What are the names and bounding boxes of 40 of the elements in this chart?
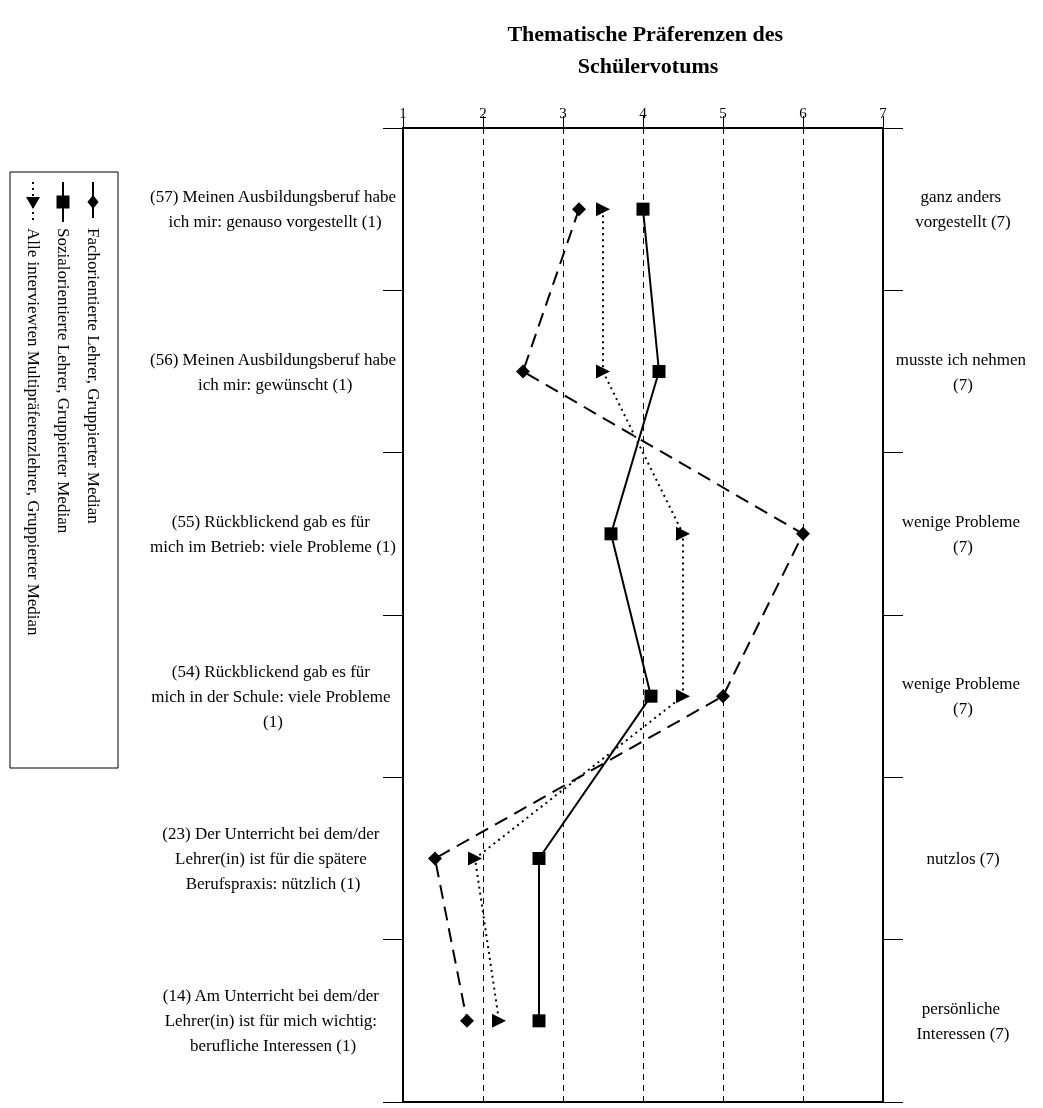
point — [796, 526, 810, 541]
point — [644, 689, 658, 703]
point — [636, 202, 650, 216]
point — [428, 851, 442, 866]
point — [604, 527, 618, 541]
y2-tick-label: wenige Probleme (7) — [901, 674, 1025, 719]
x-tick-label: 4 — [639, 104, 648, 121]
x-tick-label: 6 — [799, 104, 808, 121]
point — [596, 202, 610, 217]
point — [596, 364, 610, 379]
point — [468, 851, 482, 866]
point — [652, 365, 666, 378]
point — [492, 1013, 506, 1028]
x-tick-label: 2 — [479, 104, 487, 121]
x-tick-label: 7 — [879, 104, 888, 121]
y2-tick-label: persönliche Interessen (7) — [916, 998, 1010, 1043]
y2-tick-label: wenige Probleme (7) — [901, 511, 1025, 556]
point — [532, 1014, 546, 1028]
x-tick-label: 5 — [719, 104, 727, 121]
point — [572, 202, 586, 217]
point — [676, 689, 690, 704]
chart-title: Thematische Präferenzen des Schülervotums — [507, 20, 789, 78]
y-tick-label: (54) Rückblickend gab es für mich in der Schule: viele Probleme (1) — [151, 661, 395, 731]
y-tick-label: (57) Meinen Ausbildungsberuf habe ich mir: genauso vorgestellt (1) — [150, 187, 396, 232]
y-tick-label: (23) Der Unterricht bei dem/der Lehrer(in) ist für die spätere Berufspraxis: nützlich (1) — [162, 824, 384, 893]
point — [716, 689, 730, 704]
y2-tick-label: ganz anders vorgestellt (7) — [915, 187, 1011, 232]
point — [460, 1013, 474, 1028]
y-tick-label: (55) Rückblickend gab es für mich im Betrieb: viele Probleme (1) — [150, 511, 396, 556]
point — [516, 364, 530, 379]
legend-label: Sozialorientierte Lehrer, Gruppierter Median — [53, 228, 73, 534]
point — [532, 852, 546, 865]
legend-label: Alle interviewten Multipräferenzlehrer, Gruppierter Median — [23, 228, 43, 637]
y-tick-label: (14) Am Unterricht bei dem/der Lehrer(in) ist für mich wichtig: berufliche Interessen (1) — [162, 986, 384, 1056]
point — [676, 526, 690, 541]
legend-label: Fachorientierte Lehrer, Gruppierter Median — [83, 228, 103, 525]
y2-tick-label: nutzlos (7) — [926, 849, 1000, 868]
y2-tick-label: musste ich nehmen (7) — [895, 349, 1031, 394]
x-tick-label: 3 — [559, 104, 567, 121]
y-tick-label: (56) Meinen Ausbildungsberuf habe ich mir: gewünscht (1) — [150, 349, 396, 394]
